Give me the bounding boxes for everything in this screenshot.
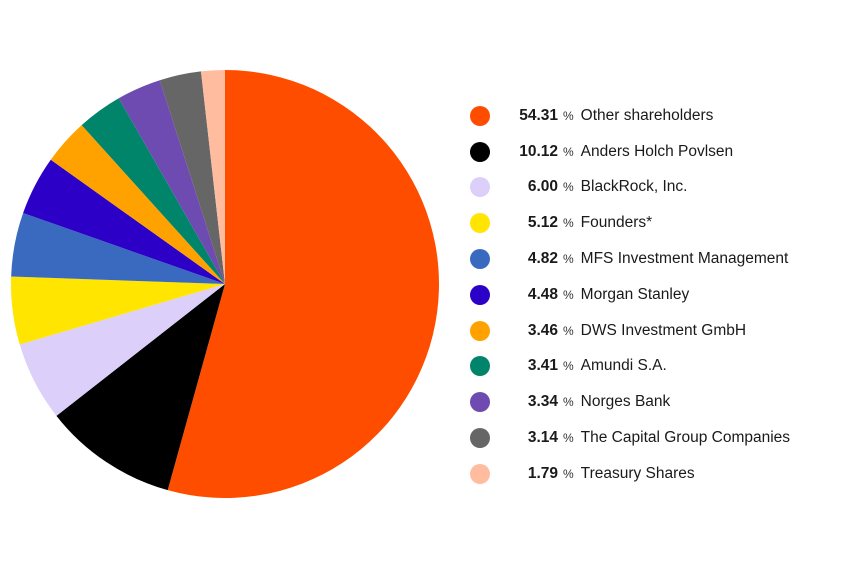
legend-value: 3.46 [527,321,558,339]
legend-value: 3.34 [527,393,558,411]
legend-item: 3.46% DWS Investment GmbH [470,313,790,349]
pie-slice-7 [50,125,226,284]
chart-legend: 54.31% Other shareholders 10.12% Anders Hol… [470,98,790,492]
legend-item: 6.00% BlackRock, Inc. [470,170,790,206]
pie-slice-1 [167,70,440,498]
legend-unit: % [563,287,574,302]
legend-item: 10.12% Anders Holch Povlsen [470,134,790,170]
legend-swatch [470,141,490,162]
legend-swatch [470,356,490,377]
legend-item: 4.48% Morgan Stanley [470,277,790,313]
legend-swatch [470,428,490,449]
legend-value: 3.41 [527,357,558,375]
pie-chart [10,70,440,498]
legend-item: 1.79% Treasury Shares [470,456,790,492]
legend-item: 4.82% MFS Investment Management [470,241,790,277]
legend-value: 5.12 [527,214,558,232]
legend-value: 4.48 [527,285,558,303]
legend-label: Norges Bank [580,393,671,411]
legend-label: Anders Holch Povlsen [580,142,734,160]
legend-unit: % [563,359,574,374]
legend-item: 3.14% The Capital Group Companies [470,420,790,456]
pie-slice-3 [19,284,226,416]
pie-slice-2 [56,284,226,491]
legend-value: 54.31 [519,106,558,124]
legend-unit: % [563,466,574,481]
pie-slice-5 [11,213,225,284]
legend-swatch [470,177,490,198]
pie-slice-9 [118,80,225,284]
legend-swatch [470,463,490,484]
legend-label: BlackRock, Inc. [580,178,688,196]
pie-slice-8 [81,98,225,284]
legend-value: 3.14 [527,429,558,447]
legend-item: 3.34% Norges Bank [470,384,790,420]
legend-label: MFS Investment Management [580,250,789,268]
legend-unit: % [563,431,574,446]
pie-slice-11 [200,70,225,284]
legend-item: 5.12% Founders* [470,205,790,241]
legend-unit: % [563,144,574,159]
legend-unit: % [563,180,574,195]
legend-unit: % [563,323,574,338]
pie-slice-10 [159,71,225,284]
legend-value: 4.82 [527,250,558,268]
legend-label: The Capital Group Companies [580,429,791,447]
legend-swatch [470,213,490,234]
legend-label: DWS Investment GmbH [580,321,747,339]
legend-unit: % [563,252,574,267]
legend-swatch [470,320,490,341]
legend-label: Treasury Shares [580,464,695,482]
legend-item: 54.31% Other shareholders [470,98,790,134]
legend-value: 10.12 [519,142,558,160]
legend-value: 1.79 [527,464,558,482]
legend-label: Other shareholders [580,106,714,124]
pie-slice-6 [23,159,225,284]
legend-item: 3.41% Amundi S.A. [470,349,790,385]
legend-unit: % [563,395,574,410]
pie-slice-4 [10,276,225,345]
legend-swatch [470,249,490,270]
legend-value: 6.00 [527,178,558,196]
legend-unit: % [563,216,574,231]
legend-label: Morgan Stanley [580,285,690,303]
legend-label: Amundi S.A. [580,357,667,375]
legend-swatch [470,105,490,126]
legend-swatch [470,284,490,305]
legend-label: Founders* [580,214,653,232]
legend-unit: % [563,108,574,123]
legend-swatch [470,392,490,413]
